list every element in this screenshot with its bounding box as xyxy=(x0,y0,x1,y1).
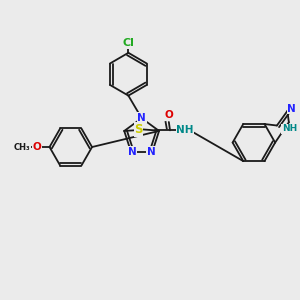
Text: N: N xyxy=(137,112,146,123)
Text: NH: NH xyxy=(282,124,297,133)
Text: N: N xyxy=(147,146,156,157)
Text: N: N xyxy=(128,146,136,157)
Text: S: S xyxy=(134,123,143,136)
Text: CH₃: CH₃ xyxy=(14,142,31,152)
Text: Cl: Cl xyxy=(122,38,134,48)
Text: O: O xyxy=(164,110,173,120)
Text: N: N xyxy=(287,103,296,114)
Text: O: O xyxy=(33,142,41,152)
Text: NH: NH xyxy=(176,125,194,135)
